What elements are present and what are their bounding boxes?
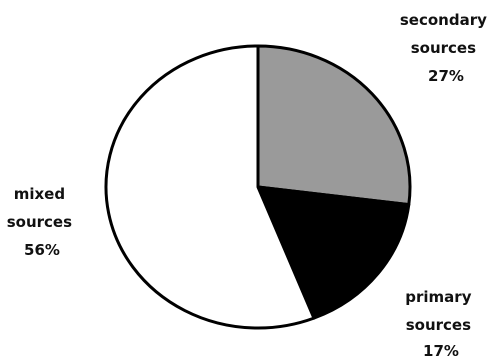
pie-labels: secondary sources 27% primary sources 17… [7, 11, 492, 357]
pie-slice-mixed-sources [104, 44, 316, 330]
slice-label-mixed-sources: mixed sources 56% [7, 185, 78, 259]
pie-slice-secondary-sources [256, 44, 412, 207]
pie-slices [104, 44, 412, 330]
slice-label-primary-sources: primary sources 17% [405, 288, 476, 357]
pie-slice-primary-sources [256, 185, 411, 320]
slice-label-secondary-sources: secondary sources 27% [400, 11, 492, 85]
